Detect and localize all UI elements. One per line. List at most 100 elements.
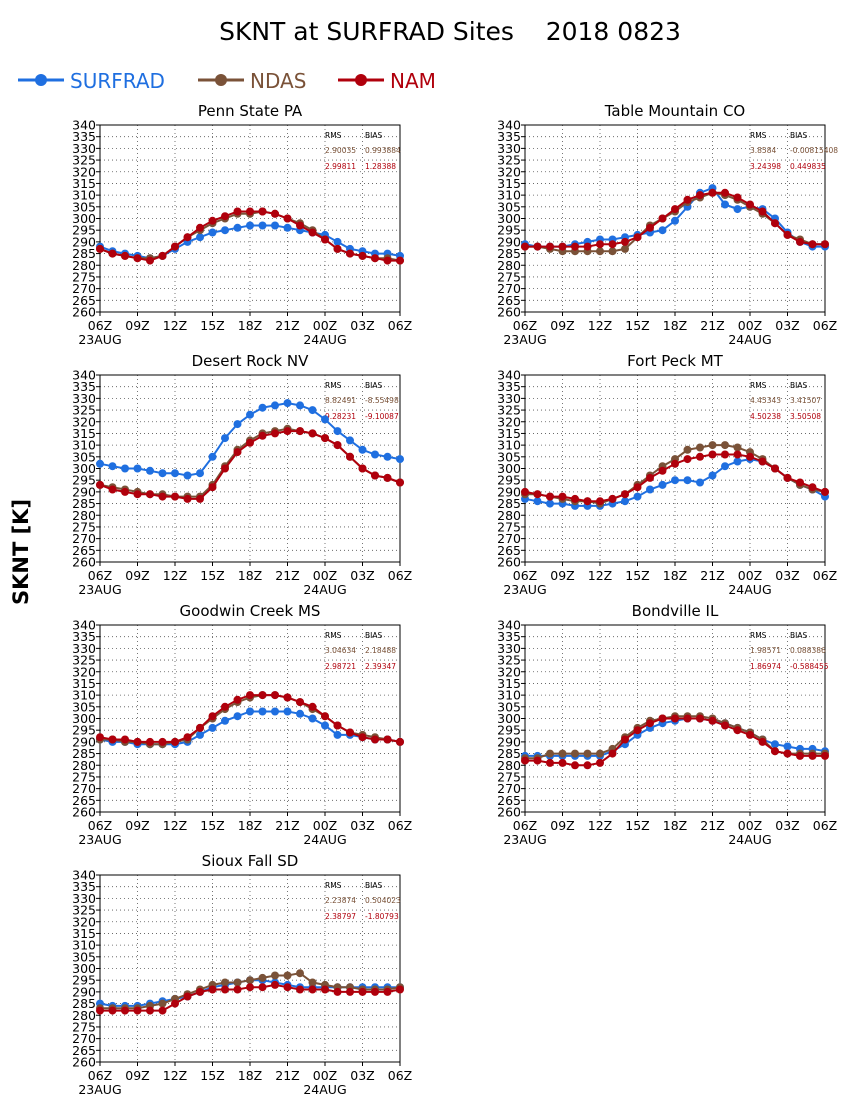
stats-rms-value: 1.98571 [750,646,781,655]
data-point [333,237,342,246]
data-point [96,459,104,468]
y-tick-label: 260 [497,305,521,320]
data-point [271,980,279,989]
data-point [771,464,779,473]
stats-header-rms: RMS [325,631,342,640]
data-point [633,492,642,501]
data-point [771,219,779,228]
y-tick-label: 325 [497,153,521,168]
data-point [221,212,229,221]
x-tick-label: 18Z [238,318,262,333]
y-tick-label: 260 [72,305,96,320]
data-point [546,499,554,508]
x-tick-label: 21Z [275,818,299,833]
data-point [521,242,529,251]
data-point [533,756,542,765]
data-point [221,434,229,443]
y-tick-label: 295 [497,723,521,738]
data-point [546,492,554,501]
data-point [258,707,267,716]
stats-header-rms: RMS [325,131,342,140]
y-tick-label: 275 [497,269,521,284]
data-point [233,448,242,457]
data-point [183,992,192,1001]
y-tick-label: 270 [497,281,521,296]
y-tick-label: 335 [72,629,96,644]
y-tick-label: 330 [497,641,521,656]
x-tick-label: 18Z [238,818,262,833]
data-point [533,490,542,499]
data-point [208,216,217,225]
data-point [108,249,117,258]
data-point [358,987,367,996]
data-point [296,985,304,994]
data-point [171,999,179,1008]
series-nam [96,691,404,746]
data-point [396,256,404,265]
y-tick-label: 315 [72,176,96,191]
data-point [521,756,529,765]
legend-item-surfrad: SURFRAD [18,69,165,93]
data-point [208,985,217,994]
data-point [621,237,629,246]
x-tick-label: 21Z [275,568,299,583]
series-nam [521,714,829,770]
data-point [383,987,392,996]
data-point [733,726,742,735]
chart-panel: Bondville IL2602652702752802852902953003… [497,602,837,847]
stats-rms-value: 8.82491 [325,396,356,405]
stats-rms-value: 4.50238 [750,412,781,421]
data-point [308,406,317,415]
y-tick-label: 280 [72,258,96,273]
data-point [108,1006,117,1015]
series-ndas [96,424,404,501]
x-tick-label: 12Z [163,568,187,583]
x-tick-label: 06Z [513,318,537,333]
series-line [525,444,826,505]
x-tick-label: 00Z [313,568,337,583]
y-tick-label: 280 [497,258,521,273]
data-point [783,742,792,751]
data-point [196,233,204,242]
data-point [808,240,817,249]
stats-header-rms: RMS [325,381,342,390]
data-point [296,401,304,410]
x-tick-label: 09Z [125,318,149,333]
y-tick-label: 285 [72,746,96,761]
data-point [333,441,342,450]
x-tick-label: 12Z [588,568,612,583]
data-point [333,987,342,996]
data-point [221,716,229,725]
chart-panels: Penn State PA260265270275280285290295300… [72,102,838,1097]
data-point [696,478,704,487]
x-tick-label: 00Z [738,568,762,583]
stats-header-bias: BIAS [790,631,807,640]
data-point [96,244,104,253]
data-point [158,1006,167,1015]
data-point [171,492,179,501]
y-tick-label: 295 [72,473,96,488]
data-point [308,714,317,723]
panel-title: Fort Peck MT [627,352,723,370]
legend-label: SURFRAD [70,69,165,93]
data-point [171,737,179,746]
data-point [271,209,279,218]
y-tick-label: 290 [72,234,96,249]
data-point [133,1006,142,1015]
y-tick-label: 305 [497,449,521,464]
data-point [208,723,217,732]
x-tick-label: 15Z [625,818,649,833]
y-tick-label: 265 [497,293,521,308]
stats-rms-value: 2.38797 [325,912,356,921]
x-tick-label: 06Z [388,1068,412,1083]
date-label: 24AUG [728,832,771,847]
data-point [133,254,142,263]
data-point [196,494,204,503]
y-tick-label: 260 [72,1055,96,1070]
y-tick-label: 280 [497,758,521,773]
panel-title: Sioux Fall SD [202,852,299,870]
x-tick-label: 00Z [738,818,762,833]
data-point [158,737,167,746]
data-point [708,450,717,459]
y-tick-label: 315 [72,676,96,691]
